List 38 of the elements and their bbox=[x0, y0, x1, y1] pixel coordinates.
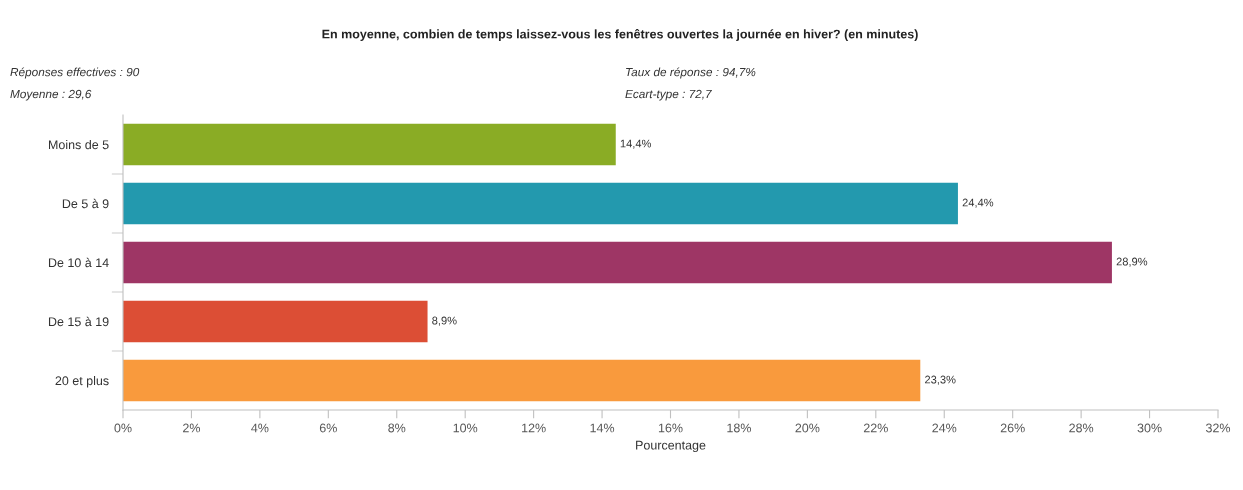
y-tick-label: De 10 à 14 bbox=[48, 257, 109, 268]
x-tick-label: 4% bbox=[251, 423, 269, 433]
text: Réponses effectives : 90 bbox=[10, 67, 140, 79]
bar bbox=[123, 359, 921, 402]
x-tick-label: 0% bbox=[114, 423, 132, 433]
y-tick-label: Moins de 5 bbox=[49, 139, 109, 150]
x-tick-label: 12% bbox=[522, 423, 546, 433]
x-tick-label: 32% bbox=[1205, 423, 1231, 433]
x-axis-title: Pourcentage bbox=[636, 440, 706, 453]
x-tick-label: 22% bbox=[863, 423, 888, 433]
bar bbox=[123, 241, 1112, 284]
data-label: 14,4% bbox=[620, 139, 652, 149]
bar bbox=[123, 300, 428, 343]
x-tick-label: 24% bbox=[932, 423, 957, 433]
bar bbox=[123, 123, 616, 166]
x-tick-label: 30% bbox=[1137, 423, 1162, 433]
x-tick-label: 20% bbox=[795, 423, 820, 433]
x-tick-label: 28% bbox=[1069, 423, 1094, 433]
text: Moyenne : 29,6 bbox=[10, 89, 92, 101]
chart-title: En moyenne, combien de temps laissez-vous les fenêtres ouvertes la journée en hiver? (en minutes) bbox=[322, 29, 918, 41]
x-tick-label: 2% bbox=[183, 423, 201, 433]
text: Taux de réponse : 94,7% bbox=[626, 67, 756, 79]
y-tick-label: De 5 à 9 bbox=[62, 198, 109, 209]
bar bbox=[123, 182, 958, 225]
x-tick-label: 8% bbox=[388, 423, 406, 433]
data-label: 28,9% bbox=[1116, 257, 1148, 267]
x-tick-label: 6% bbox=[319, 423, 337, 433]
data-label: 8,9% bbox=[432, 316, 457, 326]
data-label: 24,4% bbox=[962, 198, 994, 208]
y-tick-label: De 15 à 19 bbox=[48, 316, 109, 327]
x-tick-label: 16% bbox=[658, 423, 683, 433]
x-tick-label: 26% bbox=[1000, 423, 1025, 433]
text: Ecart-type : 72,7 bbox=[625, 89, 712, 101]
data-label: 23,3% bbox=[925, 375, 956, 385]
x-tick-label: 18% bbox=[727, 423, 751, 433]
y-tick-label: 20 et plus bbox=[55, 375, 109, 388]
x-tick-label: 10% bbox=[453, 423, 478, 433]
x-tick-label: 14% bbox=[590, 423, 615, 433]
